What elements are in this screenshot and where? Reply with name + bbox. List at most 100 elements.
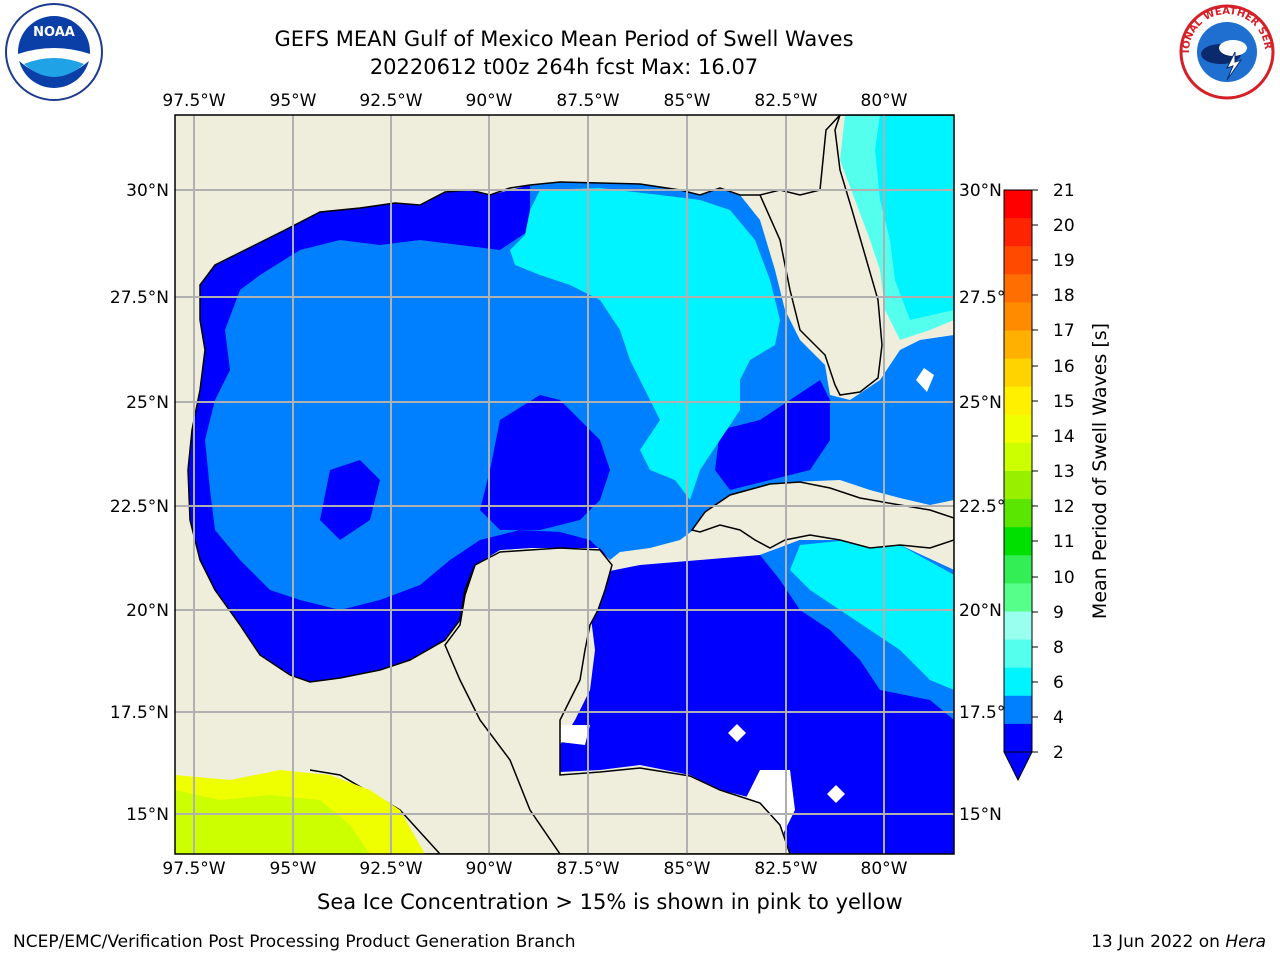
lat-label: 25°N	[126, 393, 169, 413]
mexico-west-coast	[175, 115, 530, 854]
colorbar-segment	[1004, 190, 1032, 219]
gulf-deep-patch-west	[320, 460, 380, 540]
colorbar-segment	[1004, 611, 1032, 641]
colorbar-segment	[1004, 302, 1032, 331]
atlantic-cyan-strong	[875, 115, 954, 320]
colorbar-tick-label: 20	[1053, 216, 1075, 236]
lon-label: 97.5°W	[162, 859, 225, 879]
lat-label: 27.5°N	[959, 288, 1018, 308]
footer-org: NCEP/EMC/Verification Post Processing Pr…	[13, 932, 576, 952]
colorbar-segment	[1004, 667, 1032, 697]
lon-label: 90°W	[466, 859, 513, 879]
lat-label: 22.5°N	[110, 497, 169, 517]
lat-label: 17.5°N	[110, 703, 169, 723]
lat-label: 27.5°N	[110, 288, 169, 308]
lon-label: 90°W	[466, 91, 513, 111]
gulf-deep-patch-east	[715, 380, 830, 490]
colorbar-tick-label: 18	[1053, 286, 1075, 306]
lon-label: 92.5°W	[359, 859, 422, 879]
colorbar-extend-arrow	[1003, 751, 1033, 782]
lat-label: 15°N	[959, 805, 1002, 825]
lon-label: 82.5°W	[754, 91, 817, 111]
colorbar-tick-label: 6	[1053, 673, 1064, 693]
colorbar-segment	[1004, 723, 1032, 753]
missing-data-patch	[916, 368, 934, 392]
colorbar: 21 20 19 18 17 16 15 14 13 12 11 10 9 8 6 4 2	[1003, 181, 1075, 782]
left-lat-axis: 30°N 27.5°N 25°N 22.5°N 20°N 17.5°N 15°N	[110, 181, 169, 825]
svg-text:NOAA: NOAA	[33, 25, 75, 40]
lon-label: 87.5°W	[556, 859, 619, 879]
lon-label: 82.5°W	[754, 859, 817, 879]
cuba-island	[690, 481, 954, 549]
colorbar-segment	[1004, 695, 1032, 725]
lat-label: 25°N	[959, 393, 1002, 413]
map-subtitle: 20220612 t00z 264h fcst Max: 16.07	[369, 55, 759, 79]
gulf-coastline	[187, 184, 531, 683]
bottom-lon-axis: 97.5°W 95°W 92.5°W 90°W 87.5°W 85°W 82.5…	[162, 859, 907, 879]
footer-host: Hera	[1225, 932, 1266, 952]
colorbar-tick-label: 19	[1053, 251, 1075, 271]
sea-ice-note: Sea Ice Concentration > 15% is shown in …	[317, 890, 903, 914]
colorbar-segment	[1004, 218, 1032, 247]
colorbar-tick-label: 17	[1053, 321, 1075, 341]
sea-ice-patch-inner	[175, 790, 370, 854]
colorbar-segment	[1004, 442, 1032, 472]
lat-label: 15°N	[126, 805, 169, 825]
colorbar-tick-label: 4	[1053, 708, 1064, 728]
colorbar-tick-label: 2	[1053, 743, 1064, 763]
top-lon-axis: 97.5°W 95°W 92.5°W 90°W 87.5°W 85°W 82.5…	[162, 91, 907, 111]
colorbar-segment	[1004, 499, 1032, 528]
gulf-cyan-region	[510, 188, 780, 500]
colorbar-tick-label: 11	[1053, 532, 1075, 552]
colorbar-tick-label: 16	[1053, 357, 1075, 377]
right-lat-axis: 30°N 27.5°N 25°N 22.5°N 20°N 17.5°N 15°N	[959, 181, 1018, 825]
lat-label: 30°N	[959, 181, 1002, 201]
colorbar-segment	[1004, 527, 1032, 556]
colorbar-segment	[1004, 386, 1032, 416]
lon-label: 92.5°W	[359, 91, 422, 111]
footer-date: 13 Jun 2022 on Hera	[1091, 932, 1266, 952]
colorbar-label: Mean Period of Swell Waves [s]	[1089, 323, 1111, 619]
lat-label: 30°N	[126, 181, 169, 201]
lon-label: 85°W	[664, 91, 711, 111]
colorbar-segment	[1004, 330, 1032, 360]
colorbar-tick-label: 9	[1053, 603, 1064, 623]
colorbar-tick-label: 10	[1053, 568, 1075, 588]
footer-date-text: 13 Jun 2022 on	[1091, 932, 1226, 952]
map-frame	[174, 114, 955, 855]
missing-data-patch	[728, 724, 746, 742]
colorbar-segment	[1004, 471, 1032, 500]
colorbar-segment	[1004, 414, 1032, 444]
lat-lon-grid	[175, 115, 954, 854]
colorbar-tick-label: 21	[1053, 181, 1075, 201]
nws-logo: NATIONAL WEATHER SERVICE	[1176, 2, 1275, 100]
lat-label: 20°N	[126, 601, 169, 621]
lon-label: 85°W	[664, 859, 711, 879]
caribbean-cyan	[790, 540, 954, 690]
lat-label: 20°N	[959, 601, 1002, 621]
colorbar-tick-label: 14	[1053, 427, 1075, 447]
gulf-deep-patch-central	[480, 395, 610, 530]
colorbar-tick-label: 8	[1053, 638, 1064, 658]
florida-peninsula	[758, 115, 954, 396]
lon-label: 87.5°W	[556, 91, 619, 111]
colorbar-tick-label: 12	[1053, 497, 1075, 517]
lon-label: 80°W	[861, 91, 908, 111]
colorbar-segment	[1004, 555, 1032, 584]
colorbar-tick-label: 13	[1053, 462, 1075, 482]
lat-label: 17.5°N	[959, 703, 1018, 723]
missing-data-patch	[827, 785, 845, 803]
colorbar-tick-label: 15	[1053, 392, 1075, 412]
map-area	[175, 115, 954, 854]
lon-label: 95°W	[270, 859, 317, 879]
noaa-logo: NOAA	[5, 3, 103, 101]
colorbar-segment	[1004, 583, 1032, 612]
lon-label: 80°W	[861, 859, 908, 879]
colorbar-segment	[1004, 639, 1032, 669]
lon-label: 95°W	[270, 91, 317, 111]
lon-label: 97.5°W	[162, 91, 225, 111]
colorbar-segment	[1004, 358, 1032, 388]
missing-data-patch	[560, 725, 590, 745]
colorbar-segment	[1004, 246, 1032, 275]
